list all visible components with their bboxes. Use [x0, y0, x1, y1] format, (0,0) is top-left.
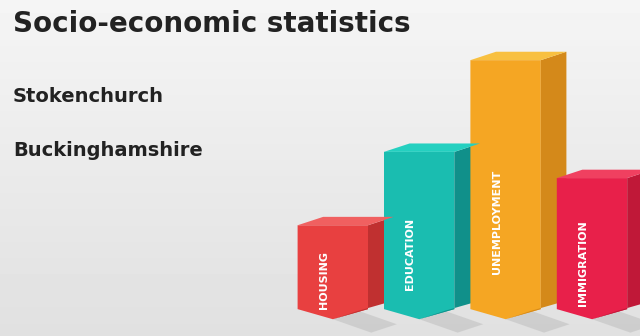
Polygon shape: [384, 152, 454, 319]
Text: UNEMPLOYMENT: UNEMPLOYMENT: [492, 170, 502, 274]
Polygon shape: [557, 178, 627, 319]
Polygon shape: [592, 170, 640, 319]
Polygon shape: [592, 311, 640, 333]
Polygon shape: [506, 52, 566, 319]
Text: Buckinghamshire: Buckinghamshire: [13, 141, 202, 160]
Polygon shape: [419, 143, 480, 319]
Text: HOUSING: HOUSING: [319, 251, 329, 309]
Text: Stokenchurch: Stokenchurch: [13, 87, 164, 107]
Text: Socio-economic statistics: Socio-economic statistics: [13, 10, 410, 38]
Polygon shape: [333, 217, 394, 319]
Polygon shape: [419, 311, 483, 333]
Text: EDUCATION: EDUCATION: [405, 218, 415, 290]
Polygon shape: [298, 217, 394, 225]
Polygon shape: [333, 311, 397, 333]
Polygon shape: [384, 143, 480, 152]
Polygon shape: [298, 225, 368, 319]
Polygon shape: [470, 52, 566, 60]
Polygon shape: [470, 60, 541, 319]
Polygon shape: [557, 170, 640, 178]
Text: IMMIGRATION: IMMIGRATION: [578, 220, 588, 306]
Polygon shape: [506, 311, 570, 333]
